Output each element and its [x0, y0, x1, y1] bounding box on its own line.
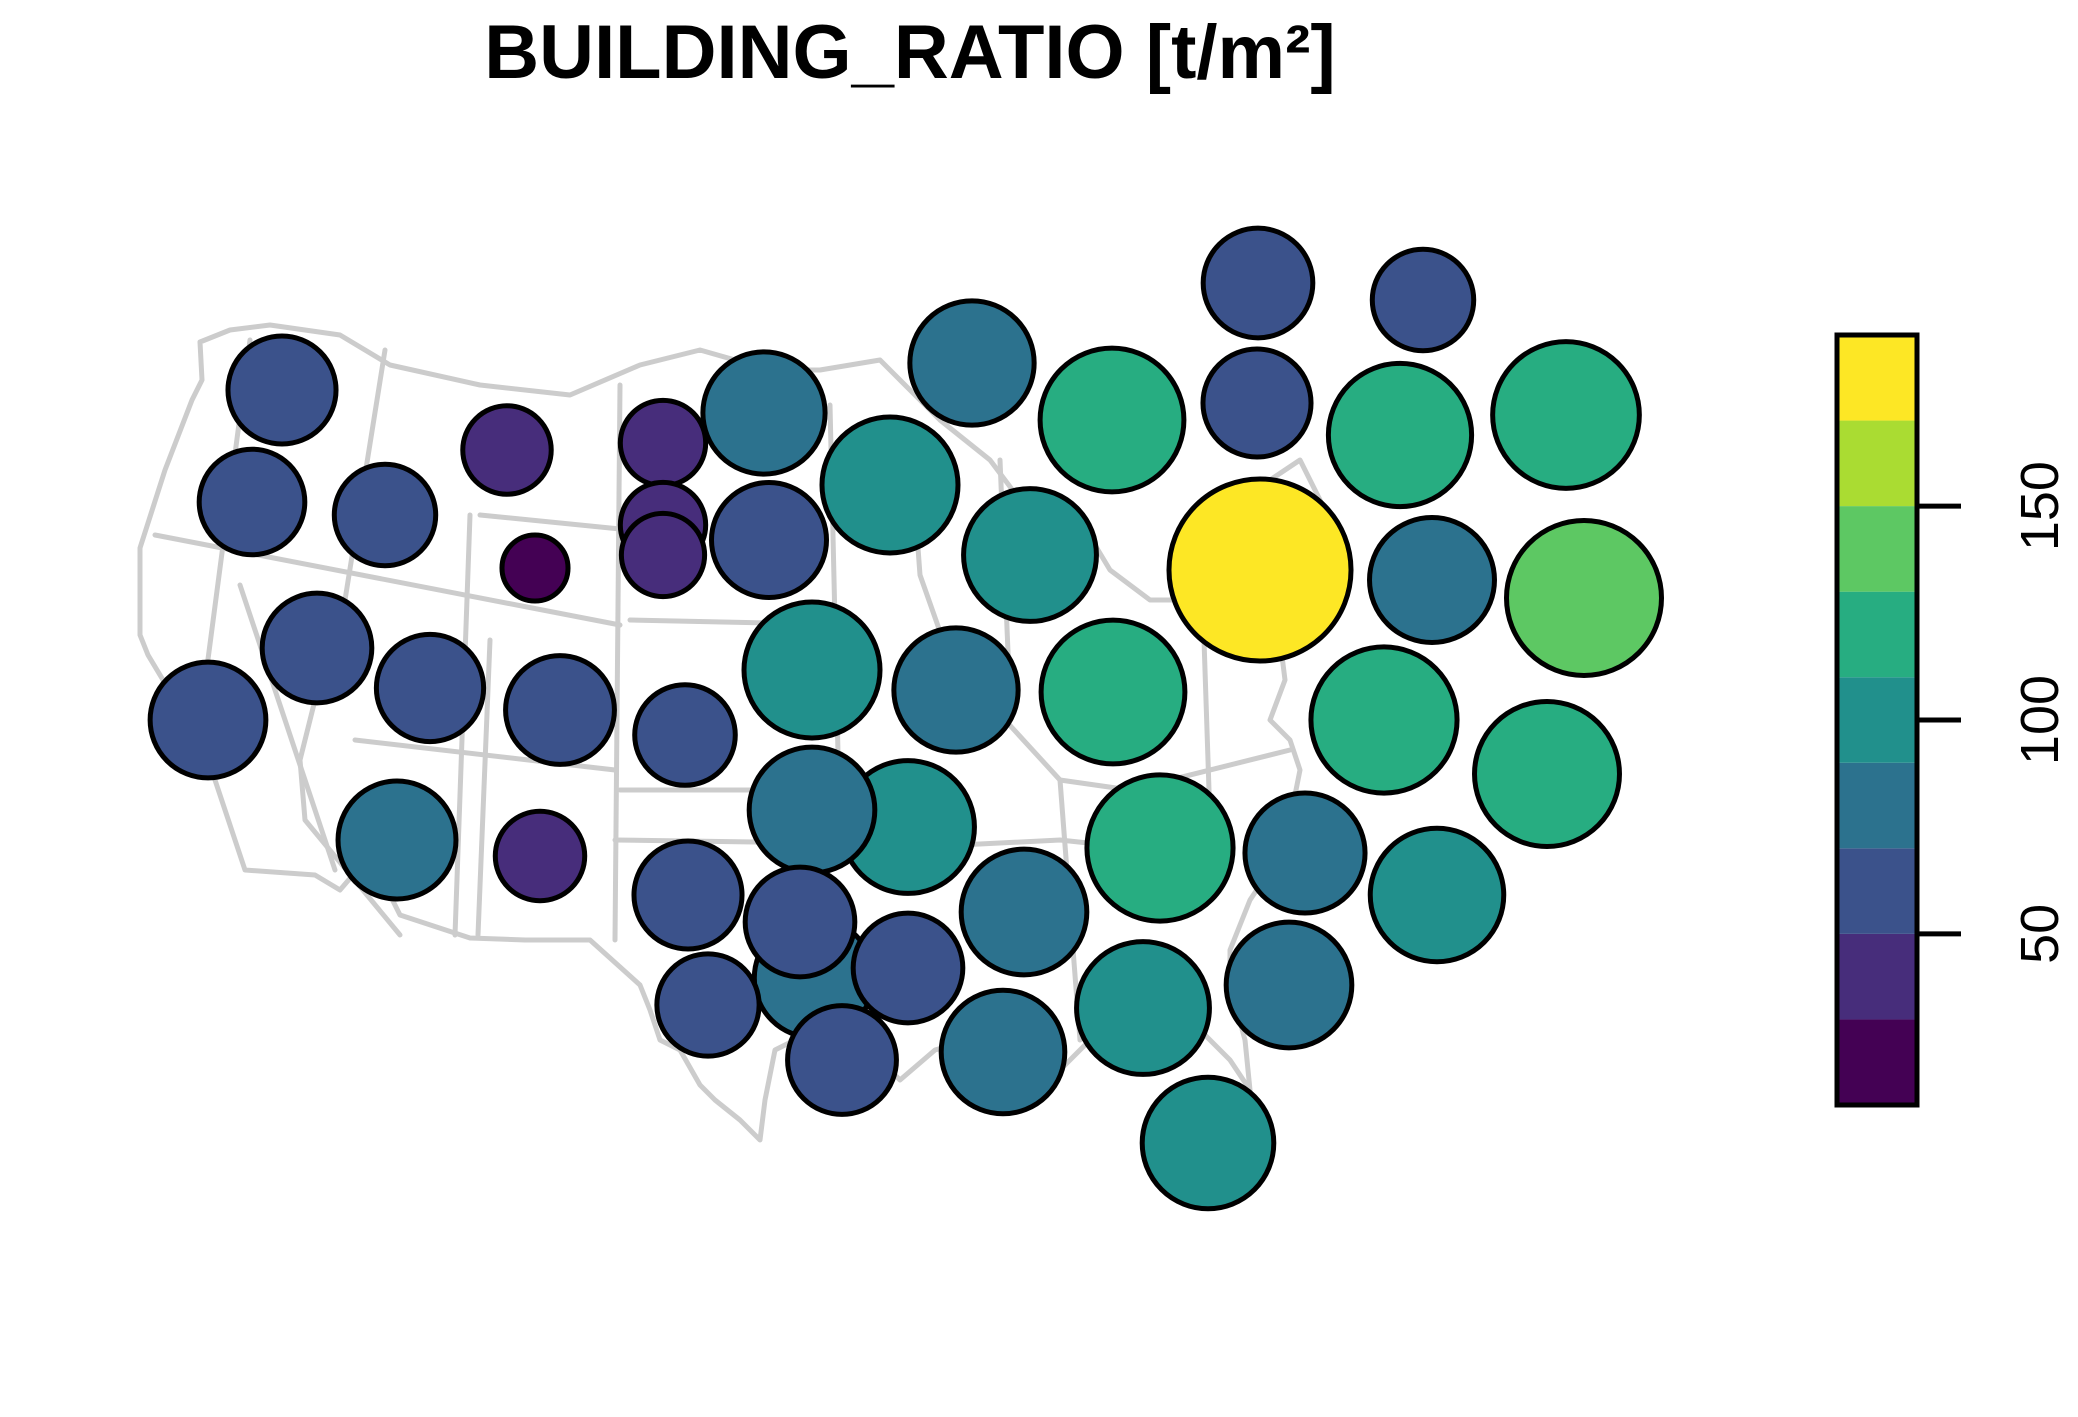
legend-bin: [1837, 420, 1917, 507]
value-bubble: [460, 403, 554, 497]
value-bubble: [1308, 644, 1460, 796]
value-bubble: [1369, 246, 1477, 354]
value-bubble: [654, 951, 762, 1059]
value-bubble: [1038, 617, 1188, 767]
legend-bin: [1837, 335, 1917, 421]
value-bubble: [958, 846, 1090, 978]
value-bubble: [1472, 699, 1622, 849]
value-bubble: [1490, 339, 1642, 491]
value-bubble: [618, 510, 708, 600]
value-bubble: [147, 659, 269, 781]
legend-tick-label: 100: [2010, 675, 2070, 765]
value-bubble: [617, 397, 709, 489]
value-bubble: [907, 298, 1037, 428]
value-bubble: [1074, 939, 1212, 1077]
value-bubble: [850, 910, 966, 1026]
value-bubble: [961, 486, 1099, 624]
value-bubble: [708, 479, 830, 601]
value-bubble: [819, 414, 961, 556]
value-bubble: [1242, 790, 1368, 916]
value-bubble: [259, 590, 375, 706]
value-bubble: [1139, 1074, 1277, 1212]
value-bubble: [196, 446, 308, 558]
legend-tick-label: 50: [2010, 904, 2070, 964]
legend-bin: [1837, 506, 1917, 592]
value-bubble: [1200, 225, 1316, 341]
value-bubble: [335, 778, 459, 902]
color-legend: 50 100 150: [1834, 332, 2070, 1108]
legend-bin: [1837, 1019, 1917, 1105]
value-bubble: [1367, 825, 1507, 965]
value-bubble: [1367, 515, 1497, 645]
value-bubble: [499, 532, 571, 604]
legend-tick-label: 150: [2010, 461, 2070, 551]
legend-bin: [1837, 677, 1917, 763]
value-bubble: [1037, 345, 1187, 495]
value-bubble: [741, 599, 883, 741]
value-bubble: [373, 631, 487, 745]
value-bubble: [631, 838, 745, 952]
map-title: BUILDING_RATIO [t/m²]: [484, 10, 1335, 95]
value-bubble: [1325, 360, 1475, 510]
value-bubble: [891, 625, 1021, 755]
value-bubble: [331, 461, 439, 569]
value-bubble: [1223, 919, 1355, 1051]
value-bubble: [1084, 772, 1236, 924]
value-bubble: [700, 349, 828, 477]
legend-ticks: 50 100 150: [1917, 461, 2070, 964]
legend-bin: [1837, 933, 1917, 1020]
value-bubble: [746, 744, 878, 876]
value-bubble: [1166, 476, 1354, 664]
value-bubbles: [147, 225, 1665, 1212]
value-bubble: [938, 987, 1068, 1117]
value-bubble: [492, 808, 588, 904]
legend-bin: [1837, 848, 1917, 934]
value-bubble: [632, 682, 738, 788]
legend-color-bins: [1837, 335, 1917, 1105]
value-bubble: [1503, 517, 1665, 679]
value-bubble: [225, 333, 339, 447]
value-bubble: [503, 653, 617, 767]
value-bubble: [785, 1003, 899, 1117]
value-bubble: [742, 864, 858, 980]
legend-bin: [1837, 591, 1917, 678]
legend-bin: [1837, 762, 1917, 849]
value-bubble: [1200, 346, 1314, 460]
